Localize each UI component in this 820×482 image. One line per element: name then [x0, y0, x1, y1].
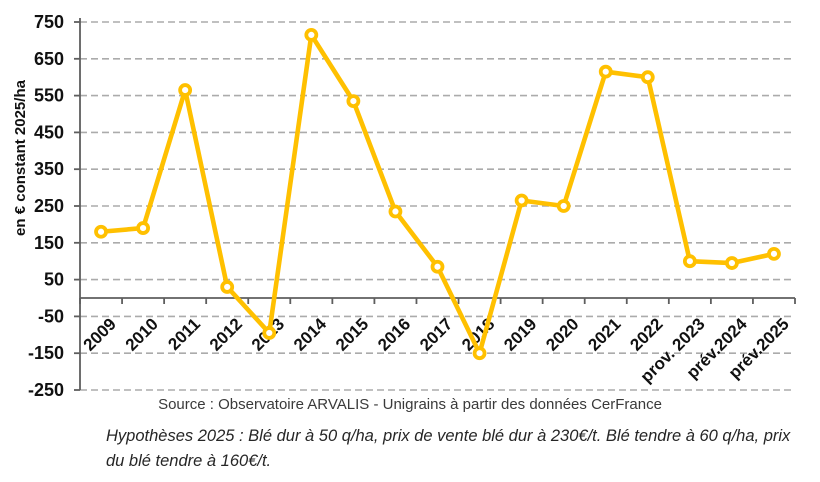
y-tick-label: -250: [28, 380, 64, 396]
y-tick-label: 550: [34, 86, 64, 106]
x-tick-label: 2009: [80, 314, 120, 354]
data-point-marker: [430, 259, 445, 274]
data-point-marker: [514, 193, 529, 208]
x-tick-label: 2011: [164, 314, 204, 354]
data-point-marker: [767, 246, 781, 261]
data-point-marker: [388, 204, 403, 219]
profit-line-chart: en € constant 2025/ha 750 650 550 450 350 250…: [12, 12, 796, 396]
hypothesis-note: Hypothèses 2025 : Blé dur à 50 q/ha, pri…: [106, 427, 791, 470]
data-point-marker: [220, 280, 235, 294]
data-line: [98, 32, 777, 356]
data-point-marker: [136, 221, 150, 235]
data-point-marker: [178, 83, 193, 97]
y-axis-title: en € constant 2025/ha: [12, 79, 29, 236]
y-tick-label: 250: [34, 196, 64, 216]
source-caption: Source : Observatoire ARVALIS - Unigrain…: [158, 396, 662, 413]
data-point-marker: [725, 256, 739, 270]
y-tick-label: 450: [34, 122, 64, 142]
y-tick-label: 750: [34, 12, 64, 32]
x-tick-label: 2021: [584, 314, 624, 354]
x-tick-label: 2020: [542, 314, 582, 354]
data-point-marker: [556, 199, 571, 213]
x-tick-label: 2015: [332, 314, 372, 354]
x-tick-label: 2019: [500, 314, 540, 354]
y-tick-label: -150: [28, 343, 64, 363]
x-tick-label: 2012: [206, 314, 246, 354]
y-tick-label: 650: [34, 49, 64, 69]
data-point-marker: [598, 64, 613, 79]
x-tick-label: 2010: [122, 314, 162, 354]
data-point-marker: [346, 94, 361, 109]
data-point-marker: [640, 70, 655, 85]
x-tick-label: 2016: [374, 314, 414, 354]
x-tick-label: 2014: [290, 314, 331, 355]
y-tick-label: 50: [44, 270, 64, 290]
y-tick-label: 350: [34, 159, 64, 179]
data-point-marker: [682, 254, 697, 269]
y-tick-label: 150: [34, 233, 64, 253]
y-tick-label: -50: [38, 306, 64, 326]
data-point-marker: [94, 224, 108, 239]
data-point-marker: [262, 326, 277, 340]
data-point-marker: [304, 27, 319, 42]
data-point-marker: [472, 346, 487, 361]
x-tick-label: 2017: [416, 314, 456, 354]
